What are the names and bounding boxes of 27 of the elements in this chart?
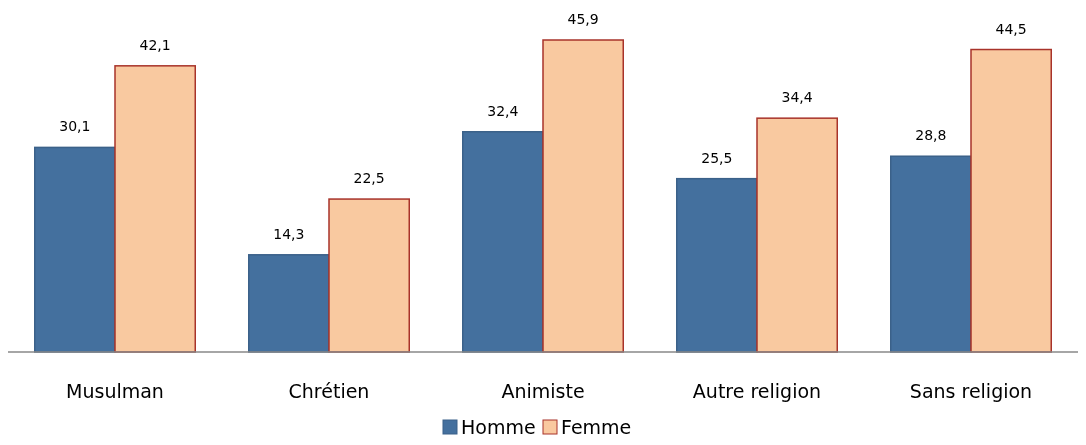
x-tick-label: Chrétien	[288, 380, 370, 402]
legend-label: Femme	[561, 416, 632, 438]
x-tick-label: Musulman	[66, 380, 164, 402]
bar	[248, 254, 330, 353]
data-label: 30,1	[59, 118, 91, 135]
data-label: 45,9	[567, 11, 599, 27]
data-label: 42,1	[139, 36, 171, 53]
bar	[970, 48, 1052, 353]
bar	[542, 39, 624, 353]
bar	[114, 65, 196, 353]
data-label: 14,3	[273, 225, 305, 242]
bar	[328, 198, 410, 353]
bar	[890, 155, 972, 353]
data-label: 25,5	[701, 149, 733, 166]
bar	[462, 131, 544, 353]
bar	[756, 117, 838, 353]
bar	[34, 146, 116, 353]
bar	[676, 177, 758, 353]
x-tick-label: Sans religion	[909, 380, 1033, 402]
data-label: 44,5	[995, 20, 1027, 37]
legend-label: Homme	[461, 416, 536, 438]
x-tick-label: Autre religion	[692, 380, 822, 402]
data-label: 22,5	[353, 170, 385, 187]
data-label: 28,8	[915, 127, 947, 144]
data-label: 32,4	[487, 102, 519, 119]
data-label: 34,4	[781, 89, 813, 106]
x-tick-label: Animiste	[501, 380, 585, 402]
